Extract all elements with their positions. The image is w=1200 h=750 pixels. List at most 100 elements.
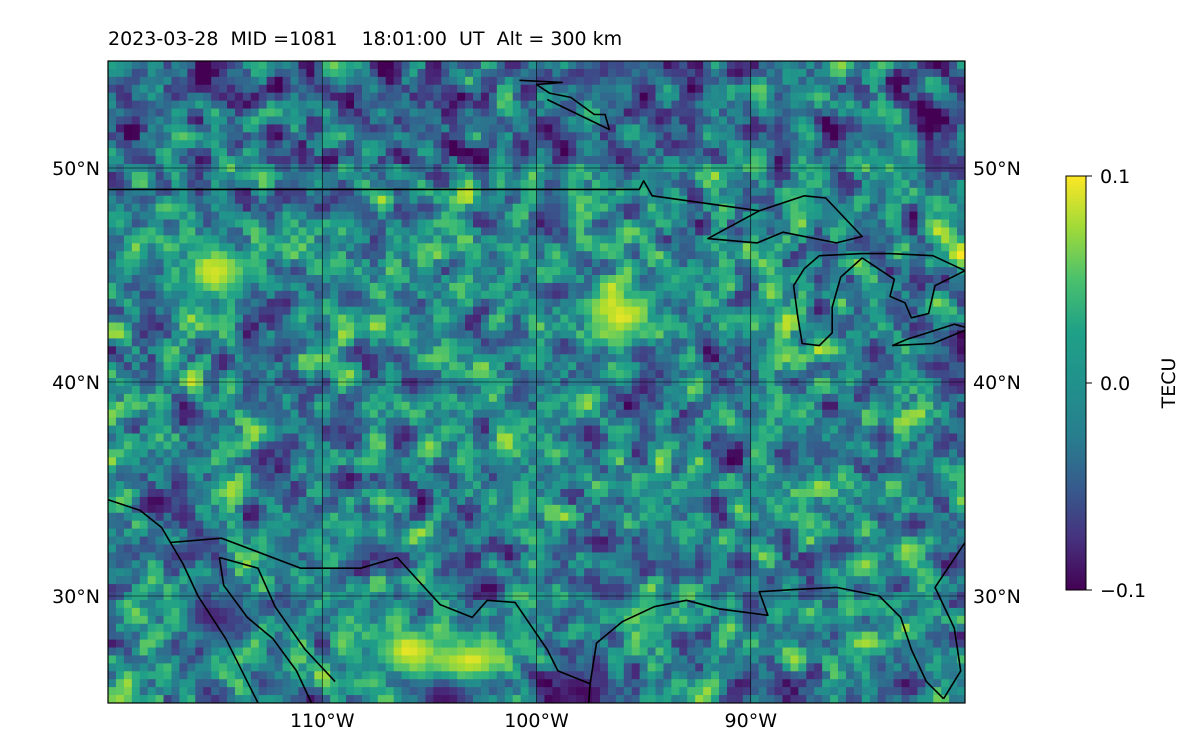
heatmap-cell — [853, 203, 863, 213]
heatmap-cell — [536, 219, 546, 229]
heatmap-cell — [433, 195, 442, 205]
heatmap-cell — [346, 171, 355, 181]
heatmap-cell — [957, 275, 965, 284]
heatmap-cell — [568, 338, 577, 347]
heatmap-cell — [742, 306, 752, 316]
heatmap-cell — [496, 322, 506, 332]
heatmap-cell — [449, 140, 458, 149]
heatmap-cell — [607, 393, 617, 403]
heatmap-cell — [369, 267, 379, 276]
heatmap-cell — [639, 219, 649, 229]
heatmap-cell — [822, 354, 831, 363]
heatmap-cell — [790, 282, 799, 292]
heatmap-cell — [671, 124, 680, 133]
heatmap-cell — [227, 251, 236, 260]
heatmap-cell — [655, 227, 665, 236]
heatmap-cell — [766, 140, 776, 149]
heatmap-cell — [758, 124, 768, 133]
heatmap-cell — [909, 219, 918, 229]
heatmap-cell — [917, 298, 926, 308]
heatmap-cell — [671, 195, 680, 205]
heatmap-cell — [623, 259, 633, 268]
heatmap-cell — [457, 346, 466, 355]
heatmap-cell — [155, 314, 165, 324]
heatmap-cell — [330, 92, 339, 102]
heatmap-cell — [171, 330, 181, 340]
heatmap-cell — [853, 401, 863, 411]
heatmap-cell — [139, 164, 149, 173]
heatmap-cell — [607, 211, 617, 221]
heatmap-cell — [346, 116, 355, 126]
heatmap-cell — [790, 116, 799, 126]
heatmap-cell — [599, 140, 609, 149]
heatmap-cell — [361, 409, 371, 419]
heatmap-cell — [115, 164, 125, 173]
heatmap-cell — [155, 346, 165, 355]
heatmap-cell — [274, 275, 284, 284]
heatmap-cell — [719, 124, 728, 133]
heatmap-cell — [115, 322, 125, 332]
heatmap-cell — [433, 393, 442, 403]
heatmap-cell — [599, 148, 609, 157]
heatmap-cell — [115, 179, 125, 189]
heatmap-cell — [282, 314, 292, 324]
heatmap-cell — [639, 322, 649, 332]
heatmap-cell — [449, 148, 458, 157]
heatmap-cell — [631, 385, 641, 395]
heatmap-cell — [139, 76, 149, 86]
heatmap-cell — [536, 187, 546, 197]
heatmap-cell — [258, 275, 268, 284]
heatmap-cell — [298, 346, 307, 355]
heatmap-cell — [790, 385, 799, 395]
heatmap-cell — [949, 290, 958, 300]
heatmap-cell — [314, 195, 323, 205]
heatmap-cell — [750, 148, 760, 157]
heatmap-cell — [663, 314, 672, 324]
heatmap-cell — [258, 259, 268, 268]
heatmap-cell — [282, 164, 292, 173]
heatmap-cell — [512, 148, 522, 157]
heatmap-cell — [734, 370, 744, 379]
heatmap-cell — [845, 282, 855, 292]
heatmap-cell — [187, 219, 196, 229]
heatmap-cell — [465, 267, 474, 276]
heatmap-cell — [806, 362, 815, 371]
heatmap-cell — [385, 219, 395, 229]
heatmap-cell — [512, 346, 522, 355]
heatmap-cell — [290, 362, 300, 371]
heatmap-cell — [703, 148, 712, 157]
heatmap-cell — [592, 227, 601, 236]
heatmap-cell — [338, 156, 347, 165]
heatmap-cell — [607, 235, 617, 244]
heatmap-cell — [274, 330, 284, 340]
heatmap-cell — [433, 338, 442, 347]
heatmap-cell — [298, 156, 307, 165]
heatmap-cell — [949, 140, 958, 149]
heatmap-cell — [528, 61, 538, 70]
heatmap-cell — [346, 76, 355, 86]
heatmap-cell — [488, 76, 498, 86]
heatmap-cell — [671, 409, 680, 419]
heatmap-cell — [274, 124, 284, 133]
heatmap-cell — [361, 179, 371, 189]
heatmap-cell — [353, 354, 363, 363]
heatmap-cell — [155, 306, 165, 316]
heatmap-cell — [877, 251, 887, 260]
heatmap-cell — [861, 409, 871, 419]
heatmap-cell — [123, 243, 133, 252]
heatmap-cell — [465, 100, 474, 110]
heatmap-cell — [711, 306, 720, 316]
heatmap-cell — [480, 282, 490, 292]
heatmap-cell — [845, 148, 855, 157]
heatmap-cell — [599, 187, 609, 197]
heatmap-cell — [385, 251, 395, 260]
heatmap-cell — [909, 306, 918, 316]
heatmap-cell — [488, 259, 498, 268]
heatmap-cell — [234, 370, 244, 379]
heatmap-cell — [909, 148, 918, 157]
heatmap-cell — [163, 282, 173, 292]
heatmap-cell — [933, 346, 942, 355]
heatmap-cell — [425, 259, 434, 268]
heatmap-cell — [393, 267, 403, 276]
heatmap-cell — [250, 259, 260, 268]
